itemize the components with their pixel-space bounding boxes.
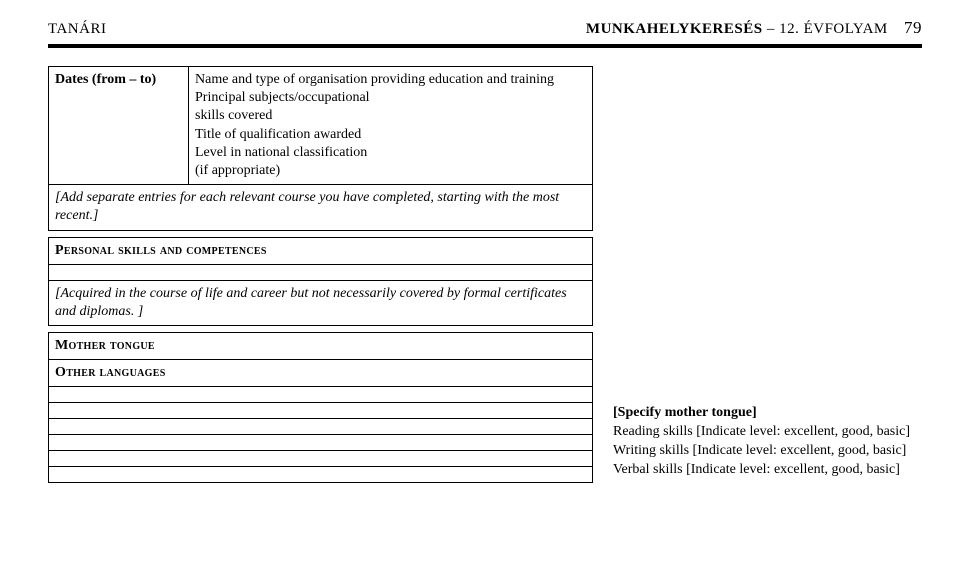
spacer-cell	[49, 467, 593, 483]
header-right: MUNKAHELYKERESÉS – 12. ÉVFOLYAM 79	[586, 18, 922, 38]
table-row: [Add separate entries for each relevant …	[49, 185, 593, 230]
other-languages-label: Other languages	[49, 360, 593, 387]
languages-table: Mother tongue Other languages	[48, 332, 593, 483]
table-row	[49, 451, 593, 467]
spacer-cell	[49, 451, 593, 467]
spacer-cell	[49, 435, 593, 451]
mother-tongue-value: [Specify mother tongue]	[613, 404, 922, 423]
left-column: Dates (from – to) Name and type of organ…	[48, 66, 593, 489]
personal-skills-note: [Acquired in the course of life and care…	[49, 280, 593, 325]
page-number: 79	[904, 18, 922, 37]
reading-skills: Reading skills [Indicate level: excellen…	[613, 423, 922, 442]
table-row	[49, 435, 593, 451]
table-row: Mother tongue	[49, 333, 593, 360]
right-column: [Specify mother tongue] Reading skills […	[613, 66, 922, 489]
content-columns: Dates (from – to) Name and type of organ…	[48, 66, 922, 489]
mother-tongue-label: Mother tongue	[49, 333, 593, 360]
writing-skills: Writing skills [Indicate level: excellen…	[613, 442, 922, 461]
personal-skills-heading: Personal skills and competences	[49, 237, 593, 264]
page-header: TANÁRI MUNKAHELYKERESÉS – 12. ÉVFOLYAM 7…	[48, 18, 922, 38]
dates-label: Dates (from – to)	[49, 67, 189, 185]
spacer-cell	[49, 419, 593, 435]
header-left: TANÁRI	[48, 21, 106, 38]
table-row	[49, 387, 593, 403]
table-row: [Acquired in the course of life and care…	[49, 280, 593, 325]
header-rule	[48, 44, 922, 48]
languages-values: [Specify mother tongue] Reading skills […	[613, 404, 922, 480]
education-details: Name and type of organisation providing …	[189, 67, 593, 185]
table-row: Dates (from – to) Name and type of organ…	[49, 67, 593, 185]
education-note: [Add separate entries for each relevant …	[49, 185, 593, 230]
verbal-skills: Verbal skills [Indicate level: excellent…	[613, 461, 922, 480]
personal-skills-table: Personal skills and competences [Acquire…	[48, 237, 593, 327]
header-title-bold: MUNKAHELYKERESÉS	[586, 21, 763, 37]
education-table: Dates (from – to) Name and type of organ…	[48, 66, 593, 231]
header-title-thin: – 12. ÉVFOLYAM	[763, 21, 888, 37]
spacer-cell	[49, 403, 593, 419]
table-row: Other languages	[49, 360, 593, 387]
table-row	[49, 264, 593, 280]
table-row	[49, 467, 593, 483]
table-row	[49, 419, 593, 435]
spacer-cell	[49, 264, 593, 280]
table-row: Personal skills and competences	[49, 237, 593, 264]
spacer-cell	[49, 387, 593, 403]
table-row	[49, 403, 593, 419]
